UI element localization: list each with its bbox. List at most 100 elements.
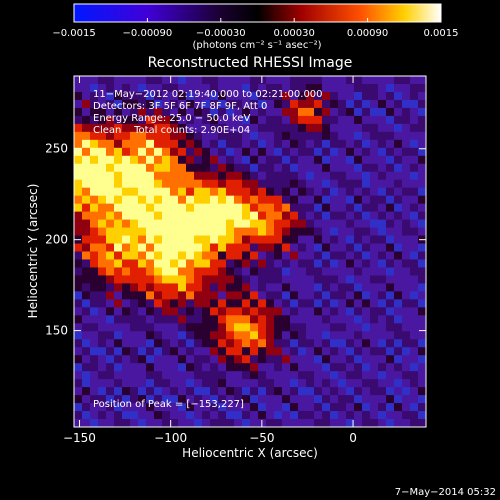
heatmap-cell — [90, 371, 99, 380]
heatmap-cell — [282, 371, 291, 380]
heatmap-cell — [306, 76, 315, 85]
heatmap-cell — [306, 419, 315, 427]
heatmap-cell — [154, 235, 163, 244]
heatmap-cell — [114, 115, 123, 125]
heatmap-cell — [282, 179, 291, 189]
heatmap-cell — [402, 267, 411, 276]
heatmap-cell — [170, 235, 179, 244]
heatmap-cell — [178, 323, 187, 332]
heatmap-cell — [106, 291, 115, 300]
heatmap-cell — [154, 419, 163, 427]
heatmap-cell — [82, 187, 91, 197]
heatmap-cell — [314, 91, 323, 101]
heatmap-cell — [418, 411, 426, 420]
heatmap-cell — [258, 155, 267, 165]
heatmap-cell — [370, 387, 379, 396]
colorbar-tick-label: 0.0015 — [424, 28, 459, 39]
heatmap-cell — [194, 379, 203, 388]
heatmap-cell — [90, 403, 99, 412]
heatmap-cell — [170, 115, 179, 125]
heatmap-cell — [170, 259, 179, 268]
heatmap-cell — [114, 91, 123, 101]
heatmap-cell — [130, 131, 139, 141]
heatmap-cell — [186, 76, 195, 85]
heatmap-cell — [82, 363, 91, 372]
heatmap-cell — [394, 211, 403, 220]
heatmap-cell — [378, 76, 387, 85]
heatmap-cell — [250, 107, 259, 117]
heatmap-cell — [314, 291, 323, 300]
heatmap-cell — [410, 91, 419, 101]
heatmap-cell — [378, 307, 387, 316]
heatmap-cell — [410, 323, 419, 332]
heatmap-cell — [338, 227, 347, 236]
heatmap-cell — [90, 83, 99, 93]
heatmap-cell — [154, 403, 163, 412]
heatmap-cell — [210, 227, 219, 236]
heatmap-cell — [170, 163, 179, 173]
heatmap-cell — [122, 315, 131, 324]
heatmap-cell — [82, 419, 91, 427]
heatmap-cell — [186, 347, 195, 356]
heatmap-cell — [266, 339, 275, 348]
heatmap-cell — [290, 339, 299, 348]
heatmap-cell — [210, 76, 219, 85]
heatmap-cell — [186, 179, 195, 189]
heatmap-cell — [138, 315, 147, 324]
heatmap-cell — [418, 83, 426, 93]
heatmap-cell — [82, 155, 91, 165]
heatmap-cell — [306, 203, 315, 213]
heatmap-cell — [370, 227, 379, 236]
heatmap-cell — [106, 315, 115, 324]
heatmap-cell — [250, 315, 259, 324]
heatmap-cell — [266, 363, 275, 372]
heatmap-cell — [290, 123, 299, 133]
heatmap-cell — [394, 179, 403, 189]
heatmap-cell — [82, 139, 91, 149]
heatmap-cell — [250, 203, 259, 213]
heatmap-cell — [194, 331, 203, 340]
heatmap-cell — [242, 107, 251, 117]
heatmap-cell — [402, 371, 411, 380]
heatmap-cell — [202, 123, 211, 133]
heatmap-cell — [202, 187, 211, 197]
heatmap-cell — [266, 315, 275, 324]
heatmap-cell — [162, 76, 171, 85]
heatmap-cell — [74, 91, 83, 101]
heatmap-cell — [114, 139, 123, 149]
heatmap-cell — [362, 411, 371, 420]
heatmap-cell — [210, 411, 219, 420]
heatmap-cell — [122, 371, 131, 380]
heatmap-cell — [98, 179, 107, 189]
heatmap-cell — [226, 395, 235, 404]
heatmap-cell — [226, 371, 235, 380]
heatmap-cell — [114, 387, 123, 396]
heatmap-cell — [386, 387, 395, 396]
heatmap-cell — [218, 235, 227, 244]
heatmap-cell — [138, 339, 147, 348]
heatmap-cell — [154, 387, 163, 396]
heatmap-cell — [354, 371, 363, 380]
heatmap-cell — [234, 123, 243, 133]
heatmap-cell — [226, 339, 235, 348]
heatmap-cell — [146, 171, 155, 181]
heatmap-cell — [378, 83, 387, 93]
heatmap-cell — [106, 115, 115, 125]
heatmap-cell — [346, 299, 355, 308]
heatmap-cell — [194, 307, 203, 316]
heatmap-cell — [306, 267, 315, 276]
heatmap-cell — [290, 76, 299, 85]
heatmap-cell — [362, 83, 371, 93]
heatmap-cell — [146, 243, 155, 252]
heatmap-cell — [354, 83, 363, 93]
annotation-detectors: Detectors: 3F 5F 6F 7F 8F 9F, Att 0 — [93, 101, 267, 112]
heatmap-cell — [258, 355, 267, 364]
heatmap-cell — [346, 379, 355, 388]
heatmap-cell — [202, 243, 211, 252]
heatmap-cell — [90, 107, 99, 117]
heatmap-cell — [386, 307, 395, 316]
heatmap-cell — [290, 139, 299, 149]
heatmap-cell — [410, 235, 419, 244]
heatmap-cell — [282, 83, 291, 93]
heatmap-cell — [330, 195, 339, 205]
